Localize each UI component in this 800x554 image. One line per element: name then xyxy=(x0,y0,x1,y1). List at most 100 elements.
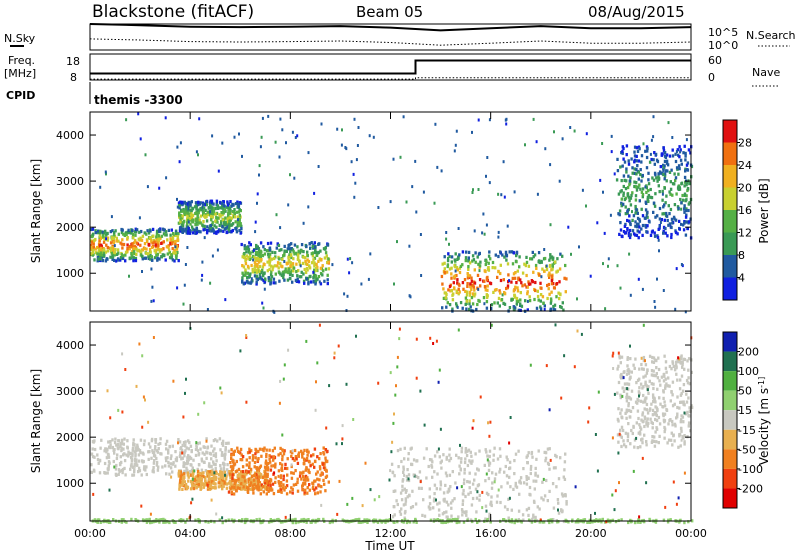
power-cell xyxy=(156,252,159,256)
power-cell xyxy=(564,290,567,294)
power-cell xyxy=(505,253,509,257)
velocity-cell xyxy=(234,470,238,474)
velocity-cell xyxy=(303,490,306,494)
power-cell xyxy=(557,291,560,295)
power-cell xyxy=(645,230,648,234)
power-cell xyxy=(687,208,690,213)
power-cell xyxy=(531,280,534,284)
velocity-cell xyxy=(498,447,502,451)
power-cell xyxy=(287,255,290,260)
velocity-cell xyxy=(533,500,536,504)
velocity-colorbar-tick: -100 xyxy=(738,463,763,476)
power-cell xyxy=(465,299,468,303)
power-cell xyxy=(310,252,313,256)
velocity-cell xyxy=(421,513,424,517)
power-cell xyxy=(470,287,473,292)
power-cell xyxy=(626,228,629,232)
power-cell xyxy=(236,215,240,219)
velocity-cell xyxy=(267,520,271,524)
velocity-cell xyxy=(468,471,471,475)
velocity-cell xyxy=(219,470,222,474)
velocity-cell xyxy=(316,361,319,365)
velocity-cell xyxy=(227,449,231,453)
velocity-cell xyxy=(258,475,261,479)
power-cell xyxy=(157,238,160,242)
velocity-cell xyxy=(366,520,369,524)
velocity-cell xyxy=(663,404,667,408)
velocity-cell xyxy=(122,518,125,522)
power-cell xyxy=(255,280,258,284)
power-cell xyxy=(447,252,450,256)
velocity-cell xyxy=(402,467,405,471)
velocity-cell xyxy=(306,478,310,482)
power-colorbar-tick: 4 xyxy=(738,272,745,285)
velocity-cell xyxy=(221,481,224,485)
velocity-cell xyxy=(231,476,234,480)
velocity-cell xyxy=(221,439,225,443)
frequency-panel: Freq. [MHz] 18 8 60 0 Nave xyxy=(4,53,780,87)
power-cell xyxy=(626,210,629,214)
power-cell xyxy=(502,301,505,305)
velocity-cell xyxy=(214,438,217,442)
velocity-cell xyxy=(494,472,498,476)
velocity-colorbar-segment xyxy=(723,332,737,352)
velocity-cell xyxy=(231,464,235,468)
power-cell xyxy=(355,158,358,162)
power-cell xyxy=(260,258,263,262)
velocity-cell xyxy=(297,451,301,455)
power-cell xyxy=(96,245,99,250)
velocity-cell xyxy=(636,401,639,405)
power-cell xyxy=(102,240,106,244)
power-cell xyxy=(315,262,318,266)
power-cell xyxy=(106,249,110,253)
power-cell xyxy=(360,282,363,286)
power-cell xyxy=(626,192,629,196)
power-cell xyxy=(199,230,202,234)
power-cell xyxy=(216,220,219,224)
velocity-cell xyxy=(518,479,522,483)
velocity-cell xyxy=(435,339,438,343)
velocity-cell xyxy=(487,476,491,481)
velocity-cell xyxy=(685,400,689,404)
power-cell xyxy=(635,159,638,163)
power-cell xyxy=(215,218,218,222)
power-colorbar-segment xyxy=(723,142,737,165)
velocity-cell xyxy=(187,458,190,462)
power-cell xyxy=(436,165,439,169)
power-cell xyxy=(158,257,161,261)
velocity-cell xyxy=(266,472,269,476)
velocity-cell xyxy=(169,462,172,466)
velocity-cell xyxy=(208,470,212,474)
velocity-cell xyxy=(540,496,543,500)
power-cell xyxy=(656,277,658,281)
power-cell xyxy=(667,223,670,227)
velocity-cell xyxy=(640,418,643,422)
velocity-cell xyxy=(229,484,232,488)
velocity-cell xyxy=(208,462,211,466)
power-cell xyxy=(654,215,657,219)
velocity-cell xyxy=(142,395,145,399)
velocity-cell xyxy=(415,520,418,524)
velocity-cell xyxy=(182,441,186,445)
velocity-cell xyxy=(438,513,441,517)
power-cell xyxy=(498,289,501,293)
power-cell xyxy=(490,307,493,311)
velocity-cell xyxy=(229,461,232,465)
velocity-cell xyxy=(667,376,670,380)
power-cell xyxy=(369,252,372,256)
velocity-cell xyxy=(324,489,327,493)
power-cell xyxy=(657,227,660,231)
power-cell xyxy=(469,285,472,289)
power-cell xyxy=(269,273,273,277)
power-cell xyxy=(192,231,195,235)
velocity-cell xyxy=(471,426,474,430)
velocity-cell xyxy=(514,484,517,488)
velocity-cell xyxy=(243,472,247,476)
power-cell xyxy=(657,176,661,181)
power-cell xyxy=(279,226,282,230)
velocity-cell xyxy=(611,493,614,497)
velocity-cell xyxy=(290,464,293,469)
velocity-cell xyxy=(208,487,212,491)
velocity-cell xyxy=(545,364,548,368)
